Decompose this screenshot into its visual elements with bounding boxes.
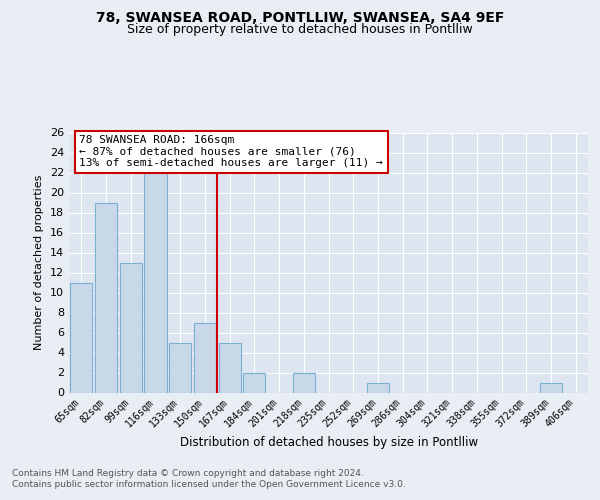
Bar xyxy=(367,382,389,392)
Y-axis label: Number of detached properties: Number of detached properties xyxy=(34,175,44,350)
Bar xyxy=(243,372,265,392)
Bar xyxy=(218,342,241,392)
Text: Size of property relative to detached houses in Pontlliw: Size of property relative to detached ho… xyxy=(127,22,473,36)
Bar xyxy=(194,322,216,392)
Bar xyxy=(145,172,167,392)
Bar xyxy=(95,202,117,392)
Text: Contains public sector information licensed under the Open Government Licence v3: Contains public sector information licen… xyxy=(12,480,406,489)
Bar xyxy=(70,282,92,393)
Text: 78 SWANSEA ROAD: 166sqm
← 87% of detached houses are smaller (76)
13% of semi-de: 78 SWANSEA ROAD: 166sqm ← 87% of detache… xyxy=(79,135,383,168)
Bar xyxy=(293,372,315,392)
Text: 78, SWANSEA ROAD, PONTLLIW, SWANSEA, SA4 9EF: 78, SWANSEA ROAD, PONTLLIW, SWANSEA, SA4… xyxy=(96,11,504,25)
Bar xyxy=(119,262,142,392)
Bar xyxy=(169,342,191,392)
Text: Distribution of detached houses by size in Pontlliw: Distribution of detached houses by size … xyxy=(180,436,478,449)
Bar xyxy=(540,382,562,392)
Text: Contains HM Land Registry data © Crown copyright and database right 2024.: Contains HM Land Registry data © Crown c… xyxy=(12,469,364,478)
